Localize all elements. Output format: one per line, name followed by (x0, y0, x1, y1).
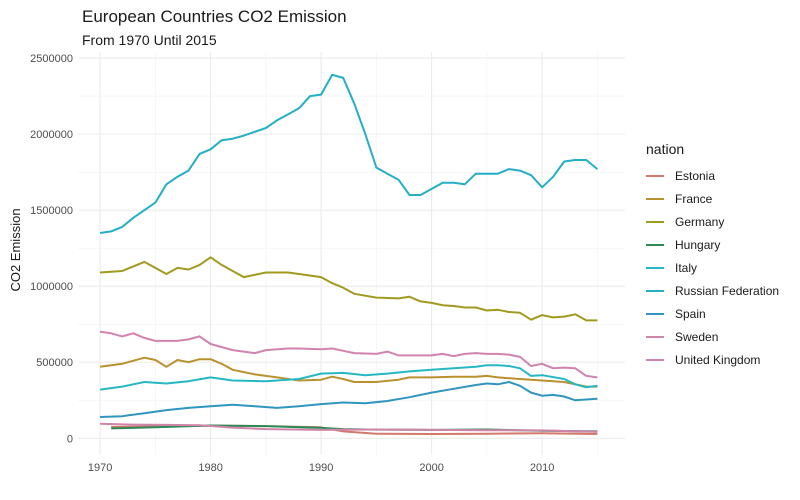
legend-label: Sweden (675, 330, 718, 344)
chart-title: European Countries CO2 Emission (82, 7, 347, 26)
legend-item: Hungary (646, 238, 720, 252)
y-tick-label: 2000000 (30, 129, 73, 141)
legend-item: Spain (646, 307, 706, 321)
legend-item: Italy (646, 261, 697, 275)
x-tick-label: 1980 (198, 462, 222, 474)
legend-item: Germany (646, 215, 724, 229)
legend-label: United Kingdom (675, 353, 760, 367)
y-axis-ticks: 0 500000 1000000 1500000 2000000 2500000 (30, 53, 73, 445)
y-tick-label: 1500000 (30, 205, 73, 217)
y-tick-label: 2500000 (30, 53, 73, 65)
y-tick-label: 500000 (36, 357, 73, 369)
legend-label: Russian Federation (675, 284, 779, 298)
legend-label: Italy (675, 261, 697, 275)
legend-item: United Kingdom (646, 353, 760, 367)
legend-item: Russian Federation (646, 284, 779, 298)
x-axis-ticks: 1970 1980 1990 2000 2010 (88, 462, 555, 474)
series-line-spain (100, 381, 598, 418)
legend-item: France (646, 192, 713, 206)
chart-subtitle: From 1970 Until 2015 (82, 32, 217, 48)
y-tick-label: 1000000 (30, 281, 73, 293)
legend-item: Sweden (646, 330, 718, 344)
series-line-france (99, 356, 598, 388)
y-tick-label: 0 (67, 433, 73, 445)
x-tick-label: 1990 (309, 462, 333, 474)
series-line-united-kingdom (99, 330, 598, 379)
series-line-germany (100, 256, 598, 322)
series-lines (99, 73, 599, 435)
legend-title: nation (646, 141, 684, 157)
legend-label: Spain (675, 307, 706, 321)
grid-lines (78, 52, 625, 455)
series-line-russian-federation (99, 73, 599, 234)
y-axis-label: CO2 Emission (8, 208, 23, 291)
series-line-italy (99, 364, 598, 391)
legend: nation Estonia France Germany Hungary Italy R… (646, 141, 779, 367)
x-tick-label: 1970 (88, 462, 112, 474)
legend-label: Estonia (675, 169, 715, 183)
x-tick-label: 2010 (530, 462, 554, 474)
legend-label: Germany (675, 215, 724, 229)
legend-label: France (675, 192, 713, 206)
legend-label: Hungary (675, 238, 720, 252)
series-line-sweden (100, 422, 598, 433)
legend-item: Estonia (646, 169, 715, 183)
x-tick-label: 2000 (419, 462, 443, 474)
